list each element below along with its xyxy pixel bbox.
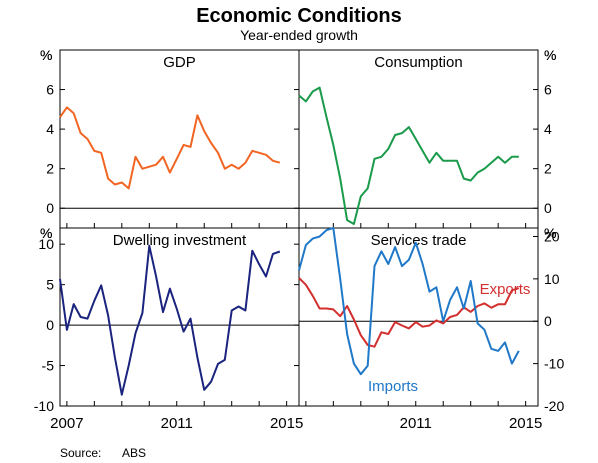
y-tick-label: 5 [46,277,54,293]
panel-title: Dwelling investment [113,232,247,249]
series-line [59,244,281,396]
series-line-exports [298,277,520,348]
y-tick-label: -10 [34,398,54,414]
unit-label-right: % [544,47,556,63]
y-tick-label: -5 [42,358,55,374]
y-tick-label: -20 [544,398,564,414]
unit-label-left: % [40,47,52,63]
y-tick-label: 20 [544,228,560,244]
panel-title: GDP [163,54,196,71]
y-tick-label: 10 [544,271,560,287]
y-tick-label: 0 [46,317,54,333]
panel-3: Dwelling investment% % -10 -5 0 5 10 [34,225,557,414]
x-tick-label: 2011 [161,415,193,432]
y-tick-label: 2 [46,161,54,177]
panel-2: Consumption% % 0 2 4 6 [40,47,556,228]
y-tick-label: 4 [544,121,552,137]
panel-4: Services trade% % -20 -10 0 10 20 Exports Import… [40,225,564,414]
series-line-imports [298,227,520,376]
unit-label-left: % [40,47,52,63]
unit-label-right: % [544,225,556,241]
y-tick-label: 4 [46,121,54,137]
series-line [298,86,519,225]
source-label: Source: [60,446,101,460]
y-tick-label: 0 [46,200,54,216]
x-tick-label: 2015 [509,415,542,432]
x-tick-label: 2007 [50,415,83,432]
series-line [59,106,281,190]
x-tick-label: 2015 [270,415,303,432]
y-tick-label: 2 [544,161,552,177]
y-tick-label: -10 [544,356,564,372]
source-value: ABS [122,446,146,460]
y-tick-label: 0 [544,313,552,329]
chart-panels: GDP% % 0 2 4 6 Consumption% % 0 2 4 6 Dwelling inves… [34,47,565,414]
series-annotation-exports: Exports [480,281,531,298]
panel-title: Consumption [374,54,462,71]
figure-title: Economic Conditions [196,5,402,27]
x-tick-label: 2011 [400,415,432,432]
unit-label-right: % [544,225,556,241]
y-tick-label: 0 [544,200,552,216]
y-tick-label: 6 [544,82,552,98]
unit-label-right: % [544,47,556,63]
y-tick-label: 6 [46,82,54,98]
panel-1: GDP% % 0 2 4 6 [40,47,556,228]
panel-title: Services trade [371,232,467,249]
unit-label-left: % [40,225,52,241]
y-tick-label: 10 [38,236,54,252]
series-annotation-imports: Imports [368,378,418,395]
bottom-axes: 2007 2011 2015 2011 2015 [50,415,542,432]
unit-label-left: % [40,225,52,241]
figure-subtitle: Year-ended growth [240,27,358,43]
